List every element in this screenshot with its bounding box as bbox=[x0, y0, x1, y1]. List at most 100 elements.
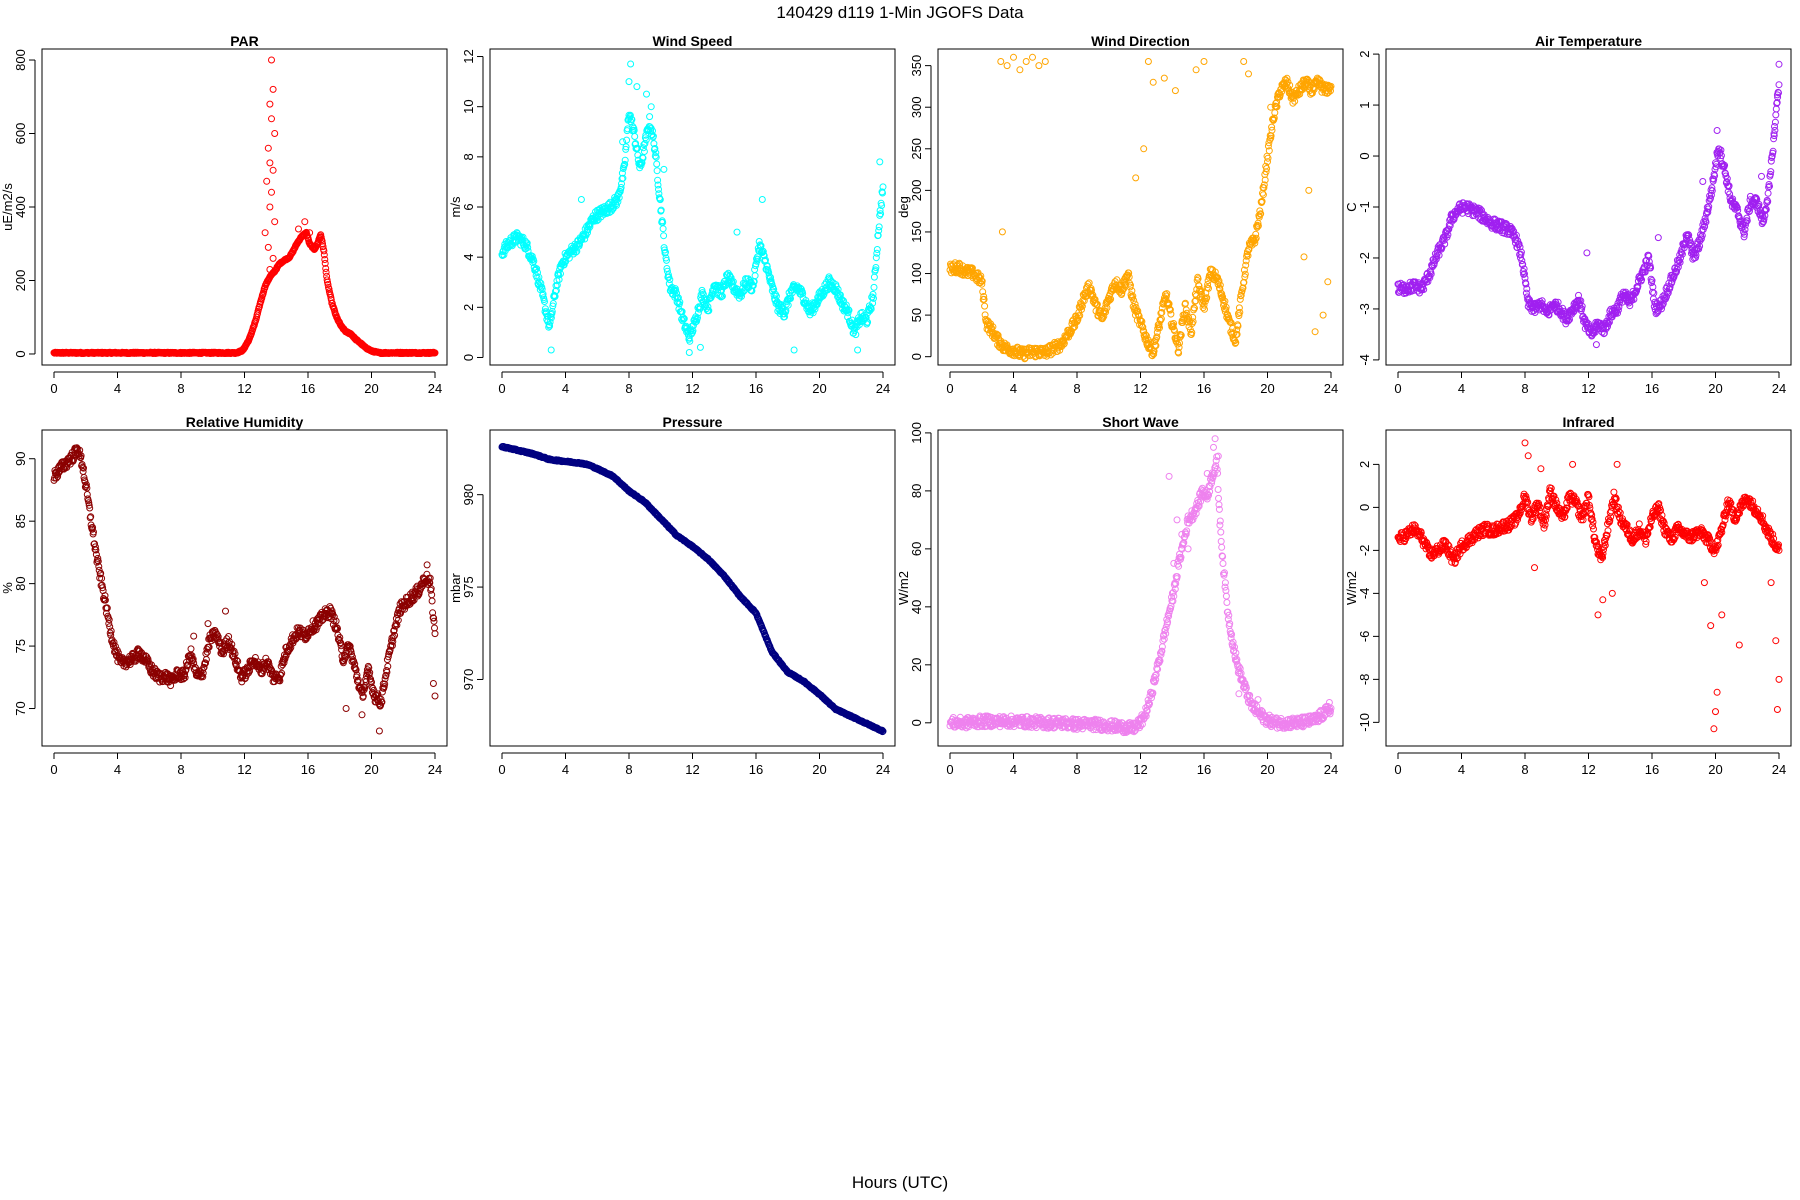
data-point bbox=[763, 263, 771, 270]
data-point bbox=[1163, 290, 1171, 298]
data-point bbox=[653, 167, 661, 175]
data-point bbox=[1198, 290, 1206, 298]
data-point bbox=[280, 659, 288, 667]
data-point bbox=[1289, 99, 1297, 107]
data-points bbox=[946, 53, 1335, 363]
data-point bbox=[1132, 304, 1140, 311]
data-point bbox=[1538, 297, 1546, 305]
data-point bbox=[1240, 266, 1248, 274]
data-point bbox=[1157, 316, 1164, 324]
data-point bbox=[86, 504, 94, 512]
y-tick-label: -1 bbox=[1357, 201, 1372, 213]
data-point bbox=[393, 621, 401, 629]
data-point bbox=[375, 727, 383, 735]
data-point bbox=[997, 58, 1005, 65]
data-point bbox=[1074, 316, 1082, 323]
data-point bbox=[1245, 70, 1252, 78]
data-point bbox=[560, 261, 568, 269]
data-point bbox=[1102, 308, 1110, 316]
data-point bbox=[524, 244, 532, 251]
data-point bbox=[1189, 313, 1197, 321]
data-point bbox=[430, 617, 438, 625]
x-tick-label: 0 bbox=[50, 381, 57, 396]
data-point bbox=[621, 160, 629, 168]
data-point bbox=[1441, 240, 1449, 248]
data-point bbox=[1189, 318, 1197, 326]
data-point bbox=[231, 650, 239, 658]
data-point bbox=[90, 528, 97, 536]
y-tick-label: 4 bbox=[461, 254, 476, 261]
data-point bbox=[1256, 207, 1264, 215]
data-point bbox=[107, 627, 115, 635]
data-point bbox=[1216, 281, 1224, 289]
y-axis-label: % bbox=[0, 582, 15, 594]
x-tick-label: 24 bbox=[428, 381, 442, 396]
data-point bbox=[1078, 306, 1085, 313]
data-point bbox=[1723, 175, 1731, 183]
data-point bbox=[1111, 278, 1119, 286]
data-point bbox=[1708, 187, 1716, 195]
x-tick-label: 0 bbox=[50, 762, 57, 777]
x-tick-label: 12 bbox=[237, 381, 251, 396]
panel-title: Air Temperature bbox=[1535, 33, 1642, 49]
data-point bbox=[1702, 218, 1710, 226]
y-tick-label: 12 bbox=[461, 49, 476, 63]
data-point bbox=[541, 298, 548, 305]
data-point bbox=[264, 144, 272, 152]
data-point bbox=[1285, 87, 1293, 94]
data-point bbox=[1286, 81, 1294, 89]
data-point bbox=[614, 198, 622, 206]
data-point bbox=[676, 298, 684, 306]
y-tick-label: 2 bbox=[461, 304, 476, 311]
data-point bbox=[772, 300, 780, 307]
data-point bbox=[258, 294, 266, 302]
data-point bbox=[384, 653, 392, 661]
data-point bbox=[1433, 249, 1441, 257]
data-point bbox=[110, 638, 118, 646]
data-point bbox=[1723, 178, 1731, 186]
data-point bbox=[1235, 304, 1243, 312]
data-point bbox=[1770, 132, 1778, 140]
data-point bbox=[337, 639, 345, 647]
y-tick-label: 90 bbox=[13, 451, 28, 465]
data-point bbox=[1204, 281, 1212, 288]
data-point bbox=[1252, 230, 1260, 238]
data-point bbox=[646, 123, 654, 131]
data-point bbox=[877, 210, 885, 218]
data-point bbox=[1130, 297, 1138, 304]
data-point bbox=[1129, 292, 1137, 300]
x-tick-label: 12 bbox=[685, 381, 699, 396]
x-tick-label: 20 bbox=[1260, 381, 1274, 396]
y-tick-label: 150 bbox=[909, 221, 924, 243]
data-point bbox=[400, 597, 408, 605]
data-point bbox=[1128, 287, 1136, 295]
data-point bbox=[836, 291, 844, 299]
data-point bbox=[1160, 74, 1168, 82]
data-point bbox=[1107, 295, 1115, 303]
data-point bbox=[1526, 296, 1533, 304]
data-point bbox=[1197, 287, 1205, 295]
data-point bbox=[92, 546, 100, 554]
data-point bbox=[286, 645, 294, 653]
y-tick-label: 600 bbox=[13, 123, 28, 145]
data-point bbox=[870, 283, 878, 291]
data-point bbox=[200, 663, 208, 671]
data-point bbox=[1093, 300, 1101, 308]
data-point bbox=[317, 233, 325, 241]
x-tick-label: 20 bbox=[812, 381, 826, 396]
data-point bbox=[234, 657, 242, 665]
y-tick-label: 10 bbox=[461, 99, 476, 113]
data-point bbox=[519, 233, 527, 241]
data-point bbox=[875, 227, 883, 234]
data-point bbox=[1233, 330, 1241, 338]
x-tick-label: 16 bbox=[1197, 381, 1211, 396]
data-point bbox=[1685, 231, 1693, 239]
data-point bbox=[1222, 306, 1230, 314]
x-tick-label: 24 bbox=[876, 381, 890, 396]
data-point bbox=[1240, 58, 1248, 65]
data-point bbox=[704, 303, 712, 311]
data-point bbox=[1773, 91, 1781, 99]
